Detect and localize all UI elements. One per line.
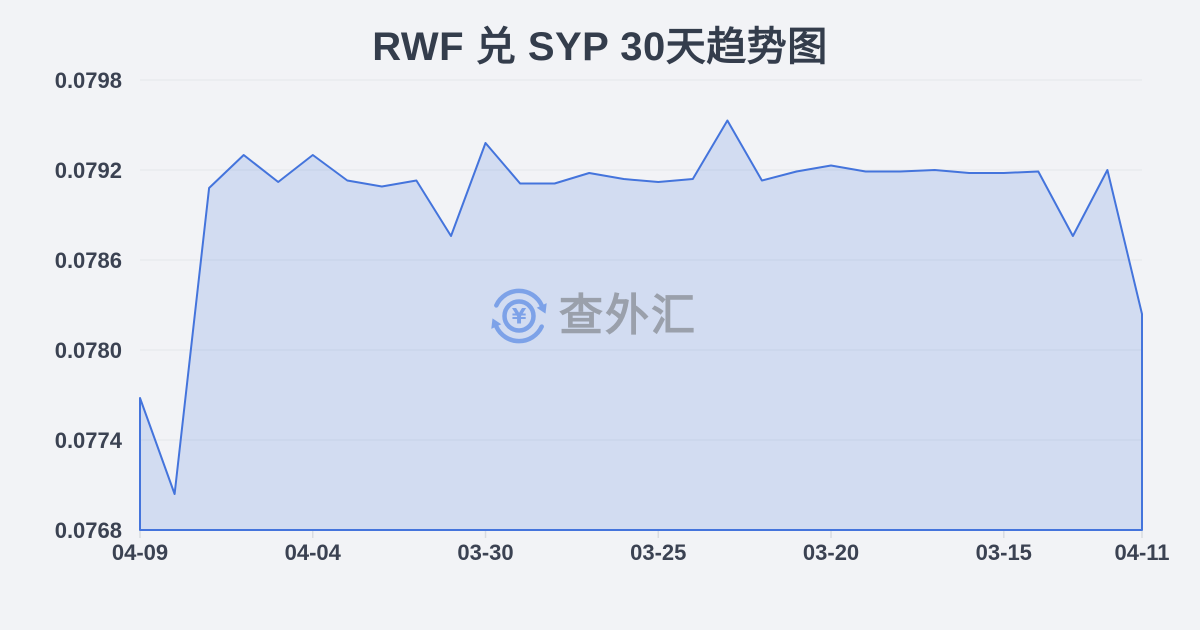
x-axis-label: 04-04 — [285, 540, 342, 565]
y-axis-label: 0.0798 — [55, 68, 122, 93]
area-series — [139, 119, 1143, 531]
y-axis-label: 0.0786 — [55, 248, 122, 273]
x-axis-label: 04-09 — [112, 540, 168, 565]
x-axis-label: 03-15 — [976, 540, 1032, 565]
y-axis-label: 0.0792 — [55, 158, 122, 183]
y-axis-label: 0.0780 — [55, 338, 122, 363]
chart-title: RWF 兑 SYP 30天趋势图 — [372, 25, 828, 69]
y-axis-label: 0.0768 — [55, 518, 122, 543]
y-axis-label: 0.0774 — [55, 428, 123, 453]
x-axis-label: 03-25 — [630, 540, 686, 565]
x-axis-label: 03-30 — [457, 540, 513, 565]
x-axis-label: 04-11 — [1114, 540, 1169, 565]
x-axis-label: 03-20 — [803, 540, 859, 565]
